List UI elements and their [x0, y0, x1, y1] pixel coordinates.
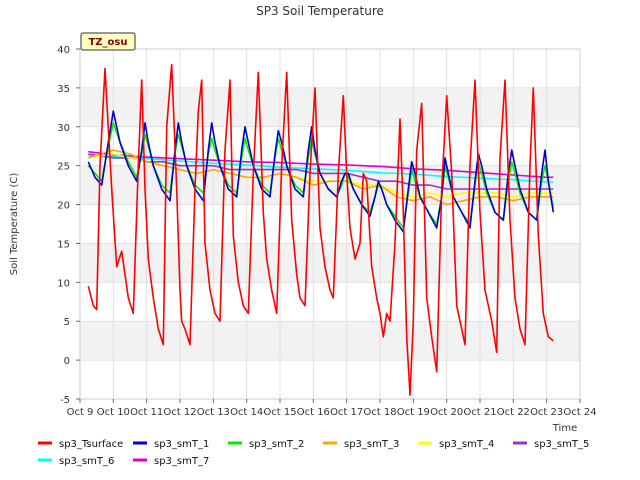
x-tick-label: Oct 19 — [397, 407, 430, 418]
legend-label: sp3_smT_5 — [534, 439, 589, 450]
y-tick-label: 40 — [57, 45, 70, 56]
x-tick-label: Oct 10 — [97, 407, 130, 418]
series-line-sp3-smT-6 — [88, 154, 554, 183]
legend-label: sp3_smT_2 — [249, 439, 304, 450]
x-tick-label: Oct 22 — [497, 407, 530, 418]
background-band — [80, 87, 580, 127]
x-tick-label: Oct 9 — [67, 407, 94, 418]
legend-label: sp3_Tsurface — [59, 439, 123, 450]
x-tick-label: Oct 11 — [130, 407, 163, 418]
series-line-sp3-Tsurface — [87, 63, 554, 396]
y-tick-label: 10 — [57, 278, 70, 289]
chart-title: SP3 Soil Temperature — [256, 4, 384, 18]
legend-item-sp3-Tsurface: sp3_Tsurface — [38, 439, 123, 450]
y-tick-label: -5 — [60, 395, 70, 406]
x-tick-label: Oct 13 — [197, 407, 230, 418]
series-layer — [87, 63, 555, 396]
background-band — [80, 243, 580, 283]
y-tick-label: 25 — [57, 162, 70, 173]
legend-item-sp3-smT-7: sp3_smT_7 — [133, 456, 209, 467]
site-badge-label: TZ_osu — [88, 37, 127, 48]
plot-border — [79, 48, 581, 400]
legend-item-sp3-smT-4: sp3_smT_4 — [418, 439, 494, 450]
x-tick-label: Oct 20 — [430, 407, 463, 418]
legend: sp3_Tsurface sp3_smT_1 sp3_smT_2 sp3_smT_3 s… — [38, 439, 589, 467]
x-tick-label: Oct 15 — [263, 407, 296, 418]
legend-label: sp3_smT_1 — [154, 439, 209, 450]
x-tick-label: Oct 16 — [297, 407, 330, 418]
legend-item-sp3-smT-5: sp3_smT_5 — [513, 439, 589, 450]
y-tick-label: 15 — [57, 239, 70, 250]
series-line-sp3-smT-3 — [88, 149, 554, 206]
legend-item-sp3-smT-6: sp3_smT_6 — [38, 456, 114, 467]
legend-item-sp3-smT-3: sp3_smT_3 — [323, 439, 399, 450]
background-band — [80, 321, 580, 361]
site-badge: TZ_osu — [80, 32, 136, 51]
y-tick-label: 35 — [57, 84, 70, 95]
x-axis-title: Time — [552, 423, 577, 434]
x-tick-label: Oct 23 — [530, 407, 563, 418]
y-tick-label: 5 — [64, 317, 70, 328]
site-badge-box — [80, 32, 136, 51]
legend-item-sp3-smT-2: sp3_smT_2 — [228, 439, 304, 450]
legend-label: sp3_smT_6 — [59, 456, 114, 467]
series-line-sp3-smT-7 — [88, 150, 554, 179]
y-tick-label: 20 — [57, 201, 70, 212]
y-axis-title: Soil Temperature (C) — [9, 173, 20, 276]
legend-label: sp3_smT_3 — [344, 439, 399, 450]
background-band — [80, 165, 580, 205]
series-line-sp3-smT-1 — [87, 110, 555, 233]
legend-label: sp3_smT_4 — [439, 439, 494, 450]
x-tick-label: Oct 18 — [363, 407, 396, 418]
legend-label: sp3_smT_7 — [154, 456, 209, 467]
x-tick-label: Oct 24 — [563, 407, 596, 418]
y-tick-label: 0 — [64, 356, 70, 367]
y-axis-ticks: -5 0 5 10 15 20 25 30 35 40 — [57, 45, 80, 406]
x-tick-label: Oct 12 — [163, 407, 196, 418]
x-tick-label: Oct 21 — [463, 407, 496, 418]
x-tick-label: Oct 14 — [230, 407, 263, 418]
x-axis-ticks: Oct 9 Oct 10 Oct 11 Oct 12 Oct 13 Oct 14 Oct 1… — [67, 399, 597, 418]
legend-item-sp3-smT-1: sp3_smT_1 — [133, 439, 209, 450]
x-tick-label: Oct 17 — [330, 407, 363, 418]
y-tick-label: 30 — [57, 123, 70, 134]
